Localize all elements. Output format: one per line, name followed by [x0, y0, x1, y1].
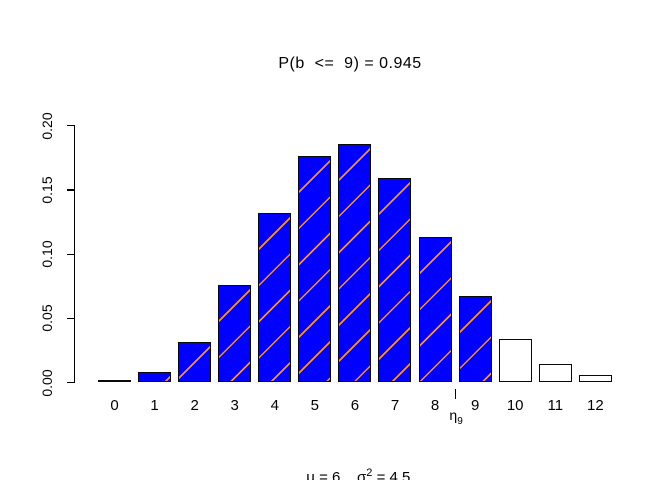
y-axis-tick	[67, 125, 74, 127]
eta-label: η9	[449, 407, 462, 427]
distribution-params-label: μ = 6 , σ2 = 4.5	[74, 452, 626, 480]
params-value: = 4.5	[372, 469, 411, 480]
y-axis-line	[74, 125, 76, 384]
y-axis-tick-label: 0.15	[39, 176, 55, 204]
y-axis-tick-label: 0.05	[39, 304, 55, 333]
bar-8	[418, 237, 452, 382]
x-axis-label-1: 1	[150, 397, 159, 414]
bar-9	[458, 296, 492, 382]
y-axis-tick	[67, 253, 74, 255]
x-axis-label-0: 0	[110, 397, 119, 414]
bar-4	[258, 212, 292, 382]
x-axis-label-3: 3	[230, 397, 239, 414]
x-axis-label-2: 2	[190, 397, 199, 414]
bar-0	[98, 380, 131, 382]
eta-tick-mark	[455, 389, 457, 399]
y-axis-tick	[67, 317, 74, 320]
y-axis-tick	[67, 382, 74, 384]
sigma-exponent: 2	[366, 467, 373, 479]
bar-6	[338, 143, 372, 382]
eta-symbol: η	[449, 407, 458, 423]
x-axis-label-7: 7	[390, 397, 400, 414]
bar-10	[498, 339, 532, 382]
bar-12	[578, 375, 612, 382]
chart-title: P(b <= 9) = 0.945	[278, 55, 422, 72]
x-axis-label-10: 10	[506, 397, 524, 414]
bar-7	[378, 177, 412, 382]
x-axis-label-5: 5	[310, 397, 320, 414]
bar-2	[178, 342, 212, 382]
y-axis-tick-label: 0.20	[39, 112, 55, 140]
bar-5	[298, 156, 332, 382]
y-axis-tick	[67, 189, 74, 191]
x-axis-label-6: 6	[350, 397, 360, 414]
bar-11	[538, 363, 572, 382]
x-axis-label-12: 12	[586, 397, 604, 414]
bar-1	[138, 371, 172, 382]
params-text: μ = 6 , σ	[306, 469, 367, 480]
y-axis-tick-label: 0.10	[39, 240, 55, 268]
x-axis-label-4: 4	[270, 397, 279, 414]
bar-3	[218, 285, 252, 382]
x-axis-label-11: 11	[547, 397, 564, 414]
x-axis-label-8: 8	[430, 397, 440, 414]
x-axis-label-9: 9	[470, 397, 480, 414]
y-axis-tick-label: 0.00	[39, 369, 55, 397]
eta-subscript: 9	[457, 415, 463, 427]
